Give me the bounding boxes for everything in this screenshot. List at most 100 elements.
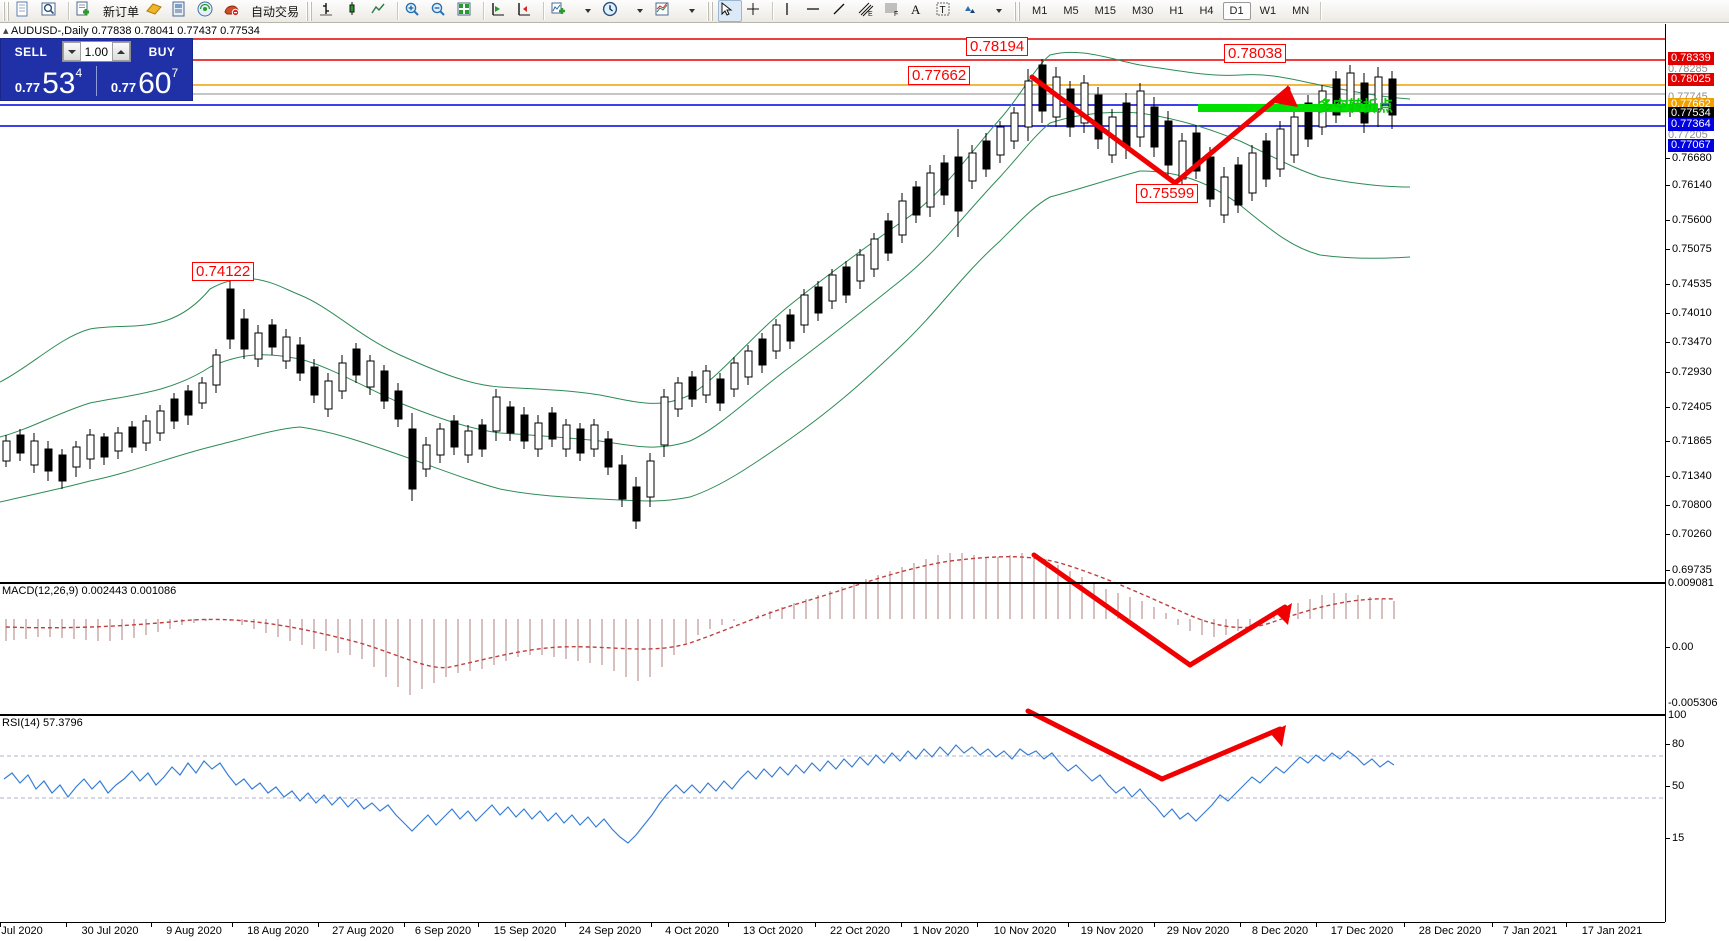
document-icon[interactable] <box>14 0 38 22</box>
toolbar-separator-2 <box>397 2 400 20</box>
volume-value[interactable]: 1.00 <box>84 44 108 59</box>
indicators-dropdown-caret[interactable] <box>575 0 599 22</box>
zoom-out-icon[interactable] <box>429 0 453 22</box>
chart-canvas[interactable]: MACD(12,26,9) 0.002443 0.001086 RSI(14) … <box>0 37 1665 922</box>
timeframe-h4[interactable]: H4 <box>1199 5 1214 17</box>
scale-tick-073470: 0.73470 <box>1672 336 1712 348</box>
data-window-icon[interactable] <box>170 0 194 22</box>
volume-field[interactable]: 1.00 <box>62 41 131 62</box>
rsi-trend-arrows <box>1025 708 1283 782</box>
trendline-icon[interactable] <box>830 0 854 22</box>
annotation-075599[interactable]: 0.75599 <box>1136 184 1199 203</box>
text-box-icon[interactable]: T <box>934 0 958 22</box>
vertical-line-icon[interactable] <box>778 0 802 22</box>
macd-scale-max: 0.009081 <box>1668 577 1714 589</box>
macd-signal-line <box>5 556 1395 669</box>
signals-icon[interactable] <box>196 0 220 22</box>
toolbar-grip-4[interactable] <box>1014 1 1022 21</box>
macd-arrow-head <box>1276 603 1292 625</box>
line-chart-icon[interactable] <box>369 0 393 22</box>
shapes-dropdown-caret[interactable] <box>986 0 1010 22</box>
timeframe-m30[interactable]: M30 <box>1132 5 1154 17</box>
candlestick-series <box>2 59 1397 529</box>
macd-scale-min: -0.005306 <box>1668 697 1718 709</box>
timeframe-m5[interactable]: M5 <box>1063 5 1079 17</box>
time-label-11: 1 Nov 2020 <box>912 925 970 937</box>
cursor-icon[interactable] <box>718 0 743 22</box>
toolbar-separator-6 <box>1320 2 1323 20</box>
text-label-icon[interactable]: A <box>908 0 932 22</box>
scale-tick-071865: 0.71865 <box>1672 435 1712 447</box>
toolbar-separator-3 <box>483 2 486 20</box>
sell-button[interactable]: SELL <box>14 44 48 59</box>
sell-price[interactable]: 0.77 53 4 <box>1 62 96 100</box>
buy-button[interactable]: BUY <box>148 44 176 59</box>
crosshair-icon[interactable] <box>744 0 768 22</box>
rsi-scale-80: 80 <box>1672 738 1685 750</box>
toolbar-grip-2[interactable] <box>306 1 314 21</box>
annotation-077662[interactable]: 0.77662 <box>908 66 971 85</box>
toolbar-grip-1[interactable] <box>3 1 10 21</box>
fibonacci-icon[interactable]: F <box>882 0 906 22</box>
chart-svg <box>0 38 1665 844</box>
volume-increment-button[interactable] <box>112 42 130 61</box>
timeframe-m15[interactable]: M15 <box>1094 5 1116 17</box>
one-click-trading-panel[interactable]: SELL 1.00 BUY 0.77 53 4 0.77 60 7 <box>0 38 193 101</box>
annotation-074122[interactable]: 0.74122 <box>192 262 255 281</box>
timeframe-mn[interactable]: MN <box>1292 5 1310 17</box>
price-label-077534: 0.77534 <box>1668 107 1714 120</box>
timeframe-m1[interactable]: M1 <box>1032 5 1048 17</box>
scale-tick-075600: 0.75600 <box>1672 214 1712 226</box>
macd-indicator-label: MACD(12,26,9) 0.002443 0.001086 <box>0 585 179 597</box>
equidistant-channel-icon[interactable]: E <box>856 0 880 22</box>
timeframe-d1[interactable]: D1 <box>1222 2 1251 20</box>
shift-start-icon[interactable] <box>489 0 513 22</box>
scale-tick-070800: 0.70800 <box>1672 499 1712 511</box>
zoom-in-icon[interactable] <box>403 0 427 22</box>
price-scale[interactable]: 0.78285 0.77745 0.77205 0.78339 0.78025 … <box>1665 24 1729 922</box>
volume-decrement-button[interactable] <box>63 42 81 61</box>
candlestick-chart-icon[interactable] <box>343 0 367 22</box>
period-icon[interactable] <box>601 0 625 22</box>
timeframe-w1[interactable]: W1 <box>1259 5 1277 17</box>
scale-tick-069735: 0.69735 <box>1672 564 1712 576</box>
price-trend-arrows <box>1029 74 1291 186</box>
annotation-078038[interactable]: 0.78038 <box>1224 44 1287 63</box>
svg-text:F: F <box>894 11 898 18</box>
bar-chart-icon[interactable] <box>317 0 341 22</box>
expert-advisor-icon[interactable] <box>144 0 168 22</box>
svg-text:T: T <box>940 5 946 16</box>
time-axis[interactable]: Jul 2020 30 Jul 2020 9 Aug 2020 18 Aug 2… <box>0 922 1665 941</box>
time-label-12: 10 Nov 2020 <box>993 925 1057 937</box>
annotation-078194[interactable]: 0.78194 <box>966 37 1029 56</box>
templates-icon[interactable] <box>653 0 677 22</box>
sell-price-fraction: 4 <box>75 66 83 80</box>
toolbar-separator-4 <box>543 2 546 20</box>
timeframe-h1[interactable]: H1 <box>1169 5 1184 17</box>
new-order-icon[interactable] <box>74 0 98 22</box>
autotrading-label[interactable]: 自动交易 <box>251 4 300 19</box>
period-dropdown-caret[interactable] <box>627 0 651 22</box>
horizontal-line-icon[interactable] <box>804 0 828 22</box>
macd-trend-arrows <box>1031 552 1288 668</box>
toolbar-grip-3[interactable] <box>707 1 715 21</box>
time-label-2: 9 Aug 2020 <box>166 925 222 937</box>
time-label-19: 17 Jan 2021 <box>1581 925 1643 937</box>
chinese-annotation-text[interactable]: 多空转折点 <box>1318 97 1394 115</box>
sell-price-main: 53 <box>42 67 76 100</box>
templates-dropdown-caret[interactable] <box>679 0 703 22</box>
scale-faint-078285: 0.78285 <box>1668 63 1708 75</box>
buy-price[interactable]: 0.77 60 7 <box>97 62 192 100</box>
chart-grid-icon[interactable] <box>455 0 479 22</box>
shift-end-icon[interactable] <box>515 0 539 22</box>
main-toolbar: 新订单 自动交易 <box>0 0 1729 23</box>
shapes-icon[interactable] <box>960 0 984 22</box>
new-order-label[interactable]: 新订单 <box>103 4 140 19</box>
symbol-ohlc-text: AUDUSD-,Daily 0.77838 0.78041 0.77437 0.… <box>11 25 260 37</box>
macd-pane <box>5 553 1395 695</box>
indicators-icon[interactable] <box>549 0 573 22</box>
search-chart-icon[interactable] <box>40 0 64 22</box>
svg-text:E: E <box>868 11 873 18</box>
price-arrow-head <box>1274 85 1298 107</box>
autotrading-icon[interactable] <box>222 0 246 22</box>
